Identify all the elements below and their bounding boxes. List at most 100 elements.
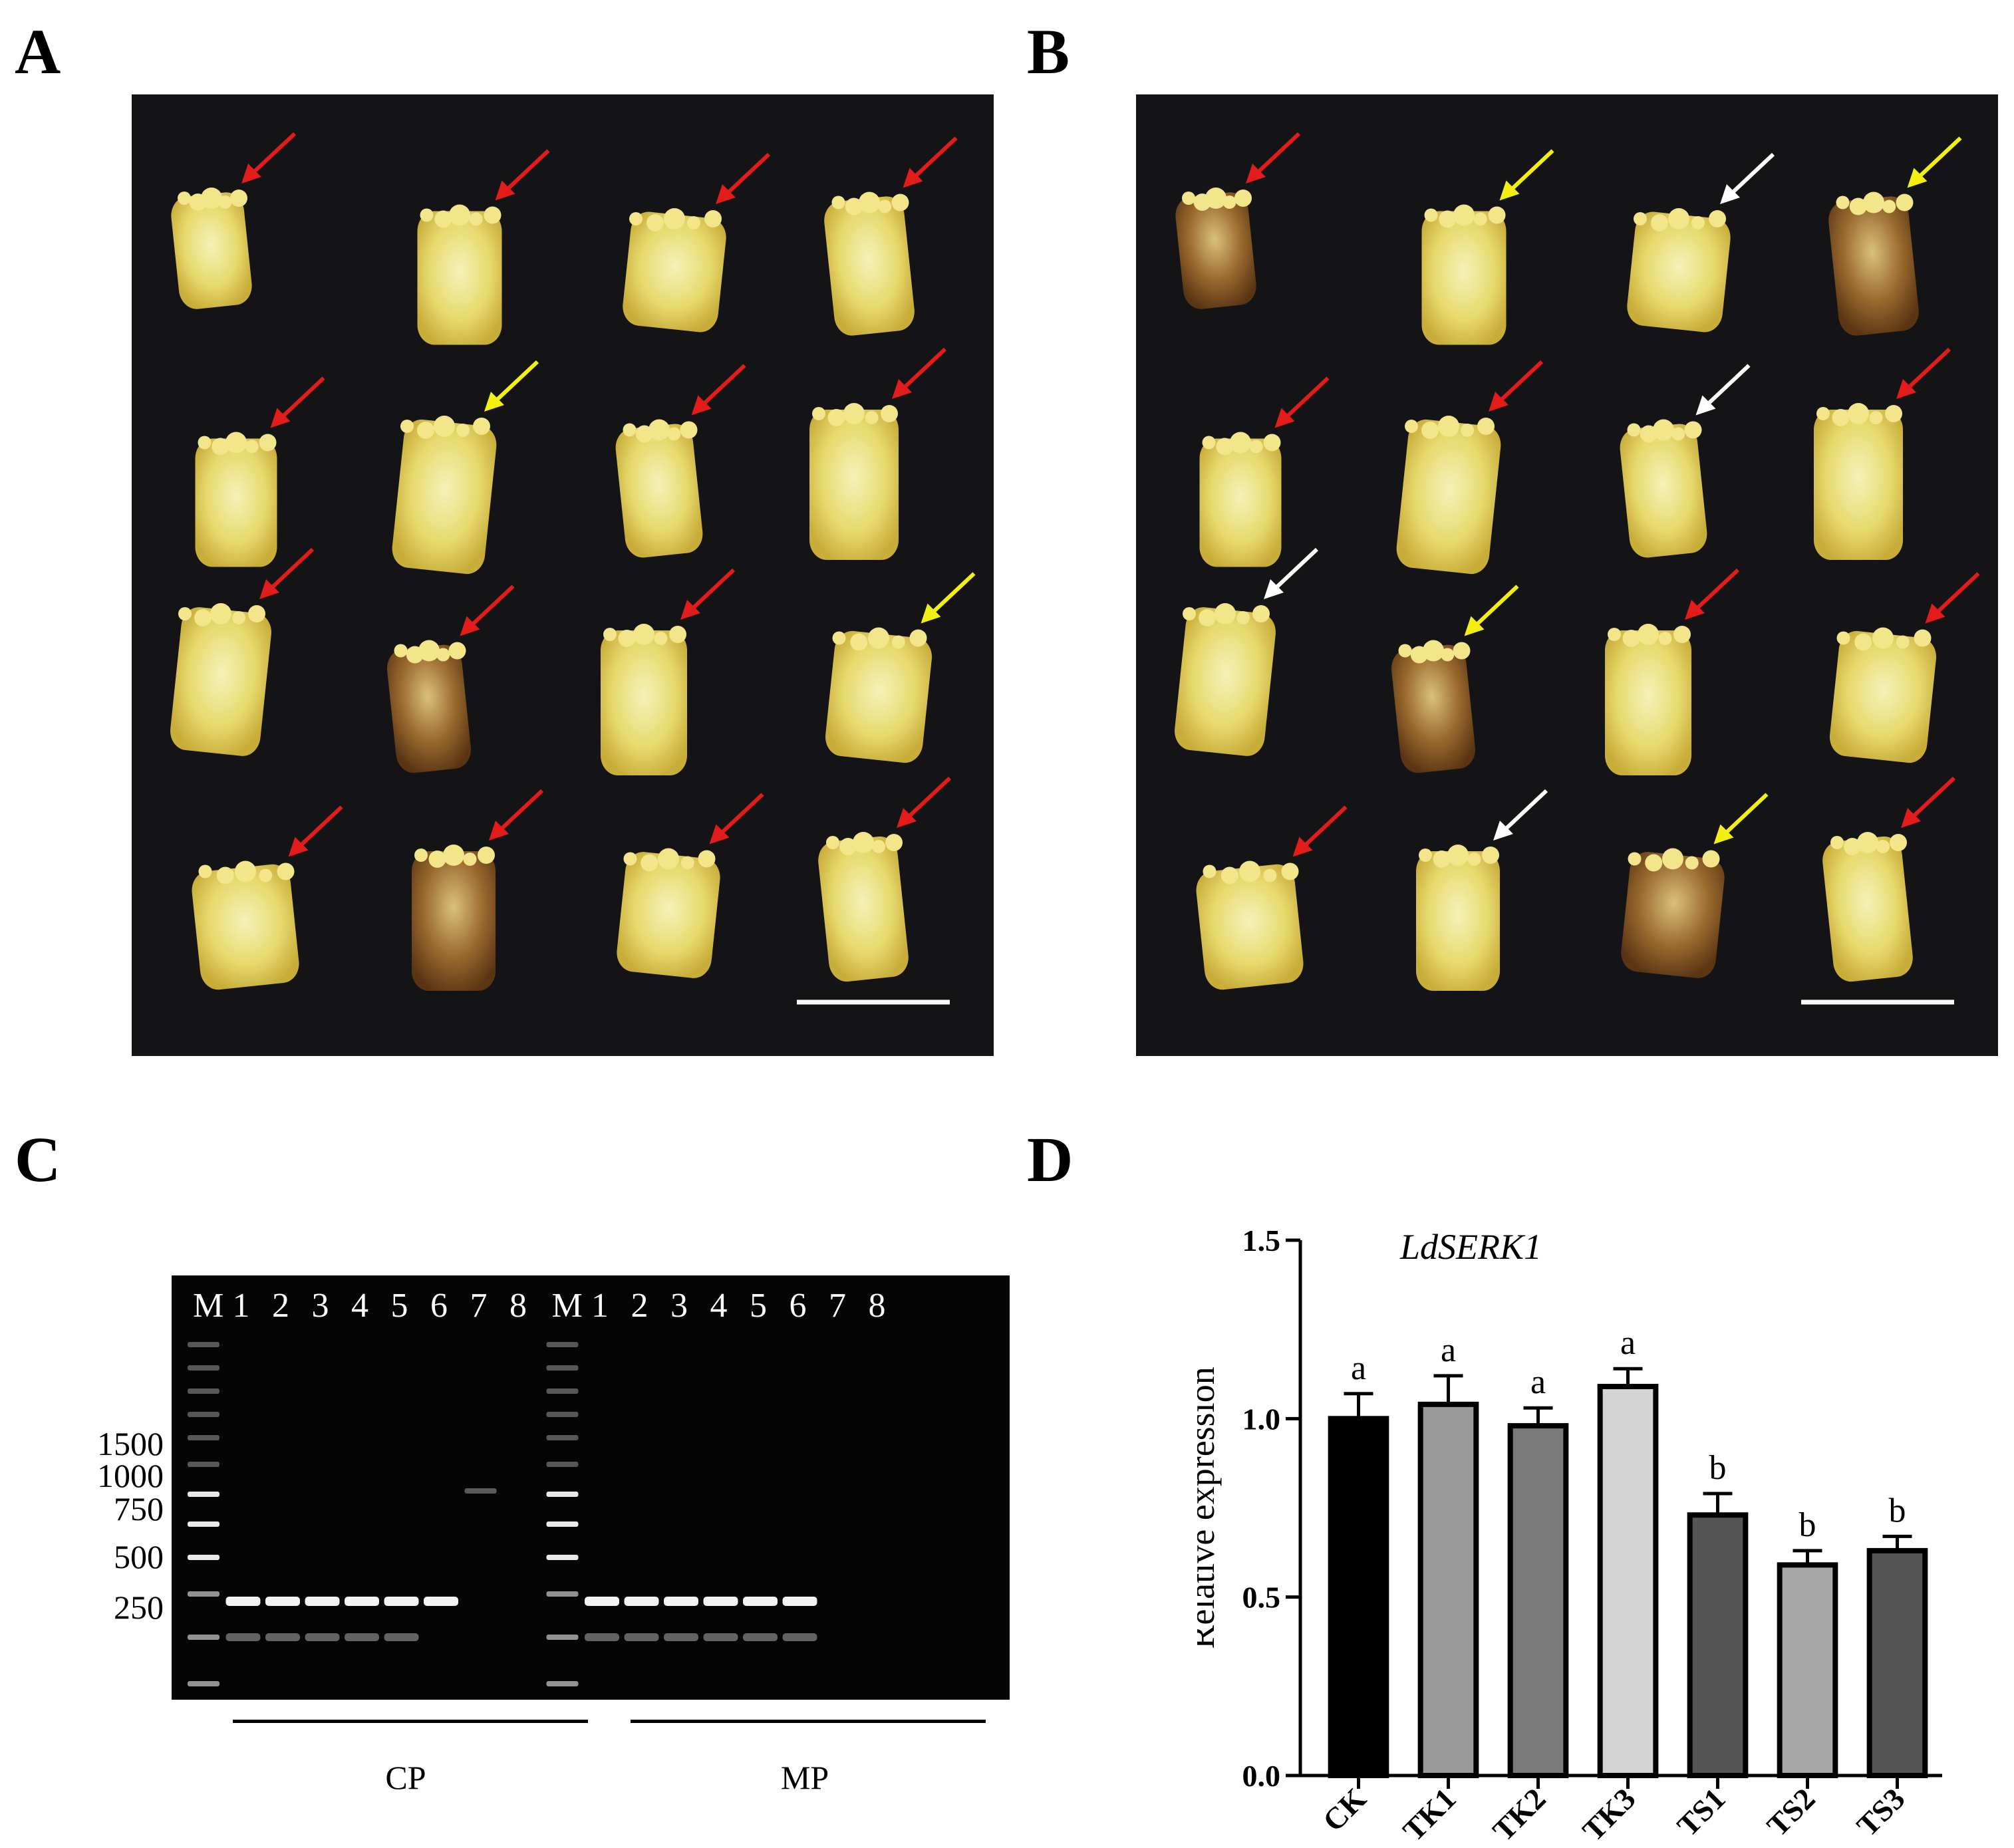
- callus-nodule: [456, 424, 470, 437]
- callus-explant: [1605, 630, 1691, 775]
- group-label-cp: CP: [385, 1759, 426, 1796]
- callus-nodule: [449, 204, 470, 226]
- callus-nodule: [436, 648, 450, 662]
- callus-nodule: [210, 603, 231, 624]
- callus-nodule: [448, 642, 466, 660]
- callus-explant: [1829, 630, 1937, 763]
- callus-nodule: [827, 409, 845, 426]
- gel-lane-label: 8: [509, 1287, 527, 1325]
- gel-lane-label: 2: [272, 1287, 289, 1325]
- callus-nodule: [1405, 420, 1418, 433]
- callus-nodule: [1439, 210, 1457, 228]
- callus-nodule: [1421, 422, 1439, 439]
- callus-explant: [1199, 438, 1282, 567]
- red-arrow: [1896, 347, 1951, 399]
- bar-tk1: [1417, 1401, 1479, 1779]
- ladder-band: [546, 1681, 579, 1686]
- callus-nodule: [1203, 864, 1217, 878]
- callus-nodule: [478, 847, 495, 864]
- callus-explant: [1814, 410, 1903, 560]
- callus-explant: [615, 424, 703, 558]
- red-arrow: [1925, 572, 1980, 624]
- callus-nodule: [1872, 627, 1894, 649]
- pcr-band: [424, 1597, 458, 1606]
- group-line-cp: [233, 1720, 588, 1723]
- callus-nodule: [1857, 832, 1878, 853]
- gel-lane-label: 3: [311, 1287, 329, 1325]
- callus-nodule: [1848, 403, 1869, 424]
- callus-explant: [1828, 196, 1919, 336]
- callus-nodule: [891, 635, 905, 649]
- callus-nodule: [1488, 206, 1506, 224]
- primer-band: [585, 1633, 619, 1641]
- callus-nodule: [1671, 427, 1685, 441]
- yellow-arrow: [921, 572, 976, 624]
- callus-nodule: [1281, 862, 1299, 880]
- faint-band: [464, 1488, 497, 1494]
- callus-nodule: [850, 633, 868, 651]
- callus-explant: [1175, 192, 1256, 309]
- red-arrow: [1274, 376, 1330, 428]
- red-arrow: [716, 152, 771, 204]
- callus-nodule: [1622, 630, 1640, 647]
- ladder-band: [546, 1555, 579, 1560]
- callus-photo-b: [1136, 94, 1998, 1056]
- callus-nodule: [669, 626, 686, 643]
- gel-lane-label: 1: [232, 1287, 250, 1325]
- callus-explant: [1620, 424, 1707, 558]
- ladder-band: [546, 1388, 579, 1394]
- callus-nodule: [434, 210, 452, 228]
- callus-nodule: [1876, 840, 1890, 853]
- callus-nodule: [832, 631, 846, 645]
- callus-nodule: [473, 418, 490, 435]
- significance-letter: a: [1441, 1331, 1456, 1369]
- callus-nodule: [648, 419, 670, 441]
- primer-band: [384, 1633, 419, 1641]
- callus-nodule: [667, 427, 681, 441]
- callus-explant: [392, 419, 497, 575]
- ladder-band: [188, 1492, 219, 1497]
- callus-nodule: [1182, 192, 1195, 205]
- y-tick-label: 1.0: [1242, 1402, 1281, 1436]
- yellow-arrow: [1907, 136, 1962, 188]
- callus-nodule: [881, 405, 898, 422]
- callus-nodule: [812, 407, 825, 420]
- primer-band: [703, 1633, 738, 1641]
- callus-nodule: [232, 611, 245, 624]
- callus-nodule: [878, 199, 892, 213]
- callus-nodule: [698, 850, 716, 868]
- callus-nodule: [704, 210, 722, 227]
- bar-ts2: [1777, 1562, 1838, 1778]
- callus-nodule: [1453, 204, 1475, 226]
- callus-nodule: [909, 629, 927, 647]
- callus-nodule: [687, 216, 700, 229]
- callus-nodule: [434, 416, 455, 437]
- callus-explant: [1196, 864, 1304, 990]
- callus-nodule: [1441, 648, 1455, 662]
- callus-nodule: [1230, 432, 1251, 454]
- red-arrow: [680, 568, 736, 620]
- gel-bands: [188, 1342, 817, 1686]
- gel-lane-label: 8: [868, 1287, 886, 1325]
- callus-nodule: [1685, 856, 1699, 870]
- significance-letter: b: [1709, 1449, 1727, 1487]
- callus-nodule: [658, 848, 679, 870]
- ladder-band: [546, 1412, 579, 1417]
- yellow-arrow: [1464, 585, 1519, 636]
- callus-explant: [818, 836, 909, 982]
- ladder-band: [188, 1521, 219, 1527]
- callus-nodule: [1438, 416, 1459, 437]
- callus-nodule: [1628, 852, 1642, 866]
- ladder-band: [188, 1342, 219, 1347]
- x-tick-label: TS3: [1850, 1782, 1911, 1843]
- callus-explant: [170, 607, 271, 756]
- callus-nodule: [418, 640, 440, 662]
- callus-nodule: [1398, 644, 1412, 658]
- callus-nodule: [1849, 198, 1867, 215]
- yellow-arrow: [484, 360, 539, 412]
- callus-nodule: [428, 851, 446, 868]
- ladder-band: [546, 1521, 579, 1527]
- callus-nodule: [1638, 624, 1659, 645]
- primer-band: [624, 1633, 659, 1641]
- gel-lane-label: 7: [829, 1287, 846, 1325]
